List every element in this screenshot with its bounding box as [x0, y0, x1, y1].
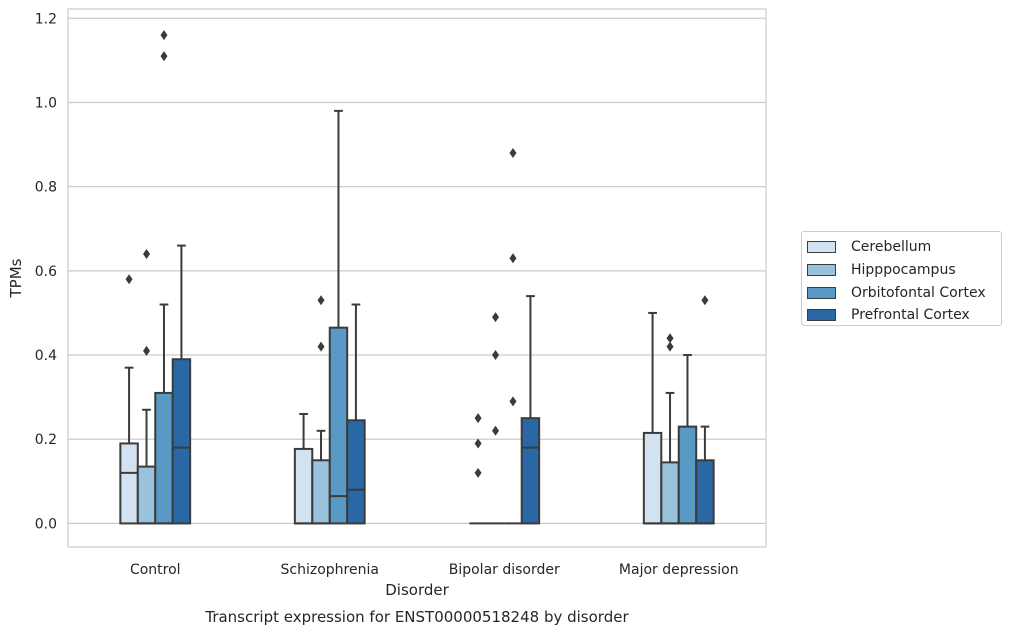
- box-body: [346, 419, 366, 525]
- box: [119, 274, 139, 525]
- box: [695, 295, 715, 525]
- box: [171, 244, 192, 525]
- outlier-point: [474, 467, 482, 478]
- box-body: [171, 358, 192, 525]
- outlier-point: [492, 312, 500, 323]
- box: [136, 249, 157, 525]
- y-tick-label: 0.6: [35, 264, 57, 280]
- x-tick-label: Schizophrenia: [281, 562, 379, 578]
- x-tick-label: Major depression: [619, 562, 739, 578]
- y-tick-label: 1.0: [35, 95, 57, 111]
- box-body: [328, 326, 349, 525]
- x-tick-label: Bipolar disorder: [449, 562, 560, 578]
- outlier-point: [701, 295, 709, 306]
- legend-item: Hipppocampus: [807, 259, 1001, 282]
- box-body: [136, 465, 157, 525]
- y-axis-label: TPMs: [7, 258, 25, 298]
- box-series: [119, 30, 715, 525]
- legend-label: Hipppocampus: [851, 262, 956, 279]
- outlier-point: [317, 295, 325, 306]
- outlier-point: [474, 438, 482, 449]
- box-body: [311, 459, 331, 525]
- box: [660, 333, 680, 525]
- y-tick-label: 0.2: [35, 432, 57, 448]
- outlier-point: [160, 30, 168, 41]
- outlier-point: [509, 396, 517, 407]
- x-axis-ticks: Control Schizophrenia Bipolar disorder Majo…: [130, 562, 739, 578]
- box: [504, 147, 522, 525]
- outlier-point: [492, 425, 500, 436]
- box-body: [677, 425, 698, 525]
- box-body: [119, 442, 139, 525]
- legend-label: Cerebellum: [851, 239, 932, 256]
- box: [486, 312, 505, 525]
- box: [677, 354, 698, 525]
- box: [311, 295, 331, 525]
- y-tick-label: 0.8: [35, 180, 57, 196]
- box-body: [154, 391, 174, 525]
- legend: Cerebellum Hipppocampus Orbitofontal Corte…: [801, 231, 1002, 326]
- y-tick-label: 0.0: [35, 516, 57, 532]
- legend-swatch: [807, 264, 836, 277]
- legend-swatch: [807, 241, 836, 254]
- box-body: [660, 461, 680, 525]
- plot-area-frame: [67, 8, 767, 548]
- box-body: [520, 417, 541, 525]
- outlier-point: [125, 274, 133, 285]
- legend-item: Orbitofontal Cortex: [807, 281, 1001, 304]
- legend-item: Cerebellum: [807, 236, 1001, 259]
- x-tick-label: Control: [130, 562, 181, 578]
- box: [293, 412, 314, 525]
- box: [346, 303, 366, 525]
- outlier-point: [509, 253, 517, 264]
- chart-caption: Transcript expression for ENST0000051824…: [204, 608, 629, 626]
- box-body: [695, 459, 715, 525]
- outlier-point: [143, 249, 151, 260]
- box: [642, 311, 663, 525]
- legend-item: Prefrontal Cortex: [807, 304, 1001, 327]
- outlier-point: [509, 147, 517, 158]
- y-tick-label: 0.4: [35, 348, 57, 364]
- legend-swatch: [807, 286, 836, 299]
- outlier-point: [160, 51, 168, 62]
- outlier-point: [492, 350, 500, 361]
- box-body: [642, 431, 663, 525]
- outlier-point: [317, 341, 325, 352]
- legend-swatch: [807, 309, 836, 322]
- legend-label: Prefrontal Cortex: [851, 307, 970, 324]
- outlier-point: [474, 413, 482, 424]
- box: [328, 109, 349, 525]
- box: [154, 30, 174, 525]
- y-tick-label: 1.2: [35, 11, 57, 27]
- outlier-point: [666, 333, 674, 344]
- outlier-point: [666, 341, 674, 352]
- legend-label: Orbitofontal Cortex: [851, 284, 986, 301]
- outlier-point: [143, 345, 151, 356]
- x-axis-label: Disorder: [385, 581, 449, 599]
- y-axis-ticks: 0.0 0.2 0.4 0.6 0.8 1.0 1.2: [35, 11, 57, 532]
- box: [520, 295, 541, 525]
- box-body: [293, 447, 314, 525]
- box: [469, 413, 487, 525]
